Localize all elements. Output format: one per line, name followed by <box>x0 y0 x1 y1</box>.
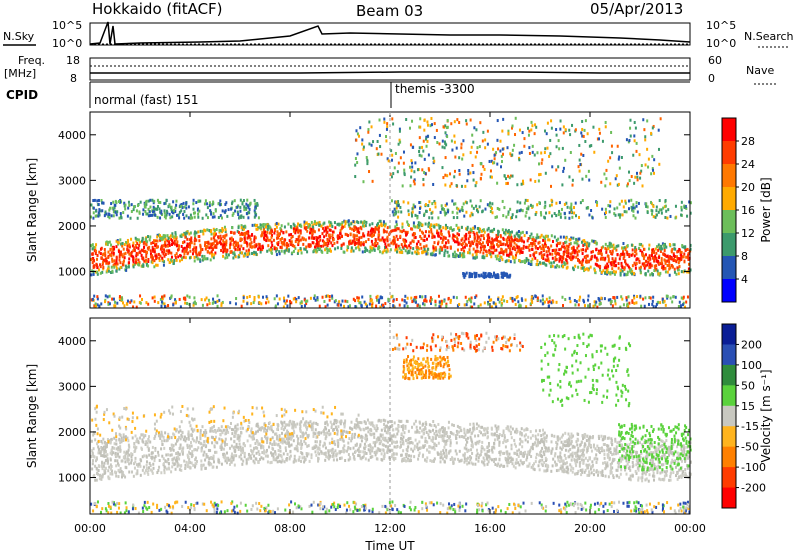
colorbar-segment <box>722 256 736 280</box>
noise-sky-line <box>89 21 691 45</box>
colorbar-segment <box>722 210 736 234</box>
noise-left-tick-bottom: 10^0 <box>52 37 82 50</box>
x-tick-label: 00:00 <box>674 522 706 535</box>
colorbar-tick-label: 8 <box>741 250 748 263</box>
colorbar-segment <box>722 344 736 366</box>
x-axis-label: Time UT <box>364 539 415 553</box>
colorbar-tick-label: -50 <box>741 441 759 454</box>
nave-label: Nave <box>746 64 774 77</box>
colorbar-tick-label: -100 <box>741 461 766 474</box>
x-tick-label: 08:00 <box>274 522 306 535</box>
y-tick-label: 3000 <box>58 174 86 187</box>
colorbar-segment <box>722 467 736 489</box>
colorbar-segment <box>722 233 736 257</box>
colorbar-segment <box>722 385 736 407</box>
colorbar-segment <box>722 279 736 303</box>
y-tick-label: 2000 <box>58 220 86 233</box>
freq-label: Freq. <box>18 54 45 67</box>
x-tick-label: 20:00 <box>574 522 606 535</box>
colorbar-tick-label: 50 <box>741 379 755 392</box>
colorbar-segment <box>722 187 736 211</box>
y-tick-label: 2000 <box>58 426 86 439</box>
freq-tick-bottom: 8 <box>70 72 77 85</box>
colorbar-tick-label: 16 <box>741 204 755 217</box>
colorbar-segment <box>722 487 736 509</box>
colorbar-tick-label: 200 <box>741 338 762 351</box>
colorbar-segment <box>722 446 736 468</box>
power-panel: 1000 2000 3000 4000 Slant Range [km] 28 24 20… <box>25 111 773 309</box>
velocity-ylabel: Slant Range [km] <box>25 364 39 468</box>
nsky-label: N.Sky <box>3 30 35 43</box>
noise-strip: N.Sky 10^5 10^0 10^5 10^0 N.Search <box>3 19 794 50</box>
colorbar-segment <box>722 426 736 448</box>
velocity-colorbar-label: Velocity [m s⁻¹] <box>759 369 773 462</box>
velocity-data-layer <box>90 331 692 515</box>
colorbar-tick-label: 4 <box>741 273 748 286</box>
date-title: 05/Apr/2013 <box>590 0 683 18</box>
x-tick-label: 00:00 <box>74 522 106 535</box>
power-data-layer <box>90 116 692 309</box>
colorbar-segment <box>722 324 736 345</box>
power-axes: 1000 2000 3000 4000 <box>58 112 691 308</box>
colorbar-tick-label: 12 <box>741 227 755 240</box>
y-tick-label: 3000 <box>58 380 86 393</box>
freq-tick-top: 18 <box>66 54 80 67</box>
y-tick-label: 1000 <box>58 472 86 485</box>
colorbar-tick-label: 100 <box>741 359 762 372</box>
power-ylabel: Slant Range [km] <box>25 158 39 262</box>
x-tick-label: 16:00 <box>474 522 506 535</box>
x-tick-label: 12:00 <box>374 522 406 535</box>
power-colorbar: 28 24 20 16 12 8 4 <box>721 117 755 303</box>
colorbar-tick-label: 15 <box>741 400 755 413</box>
cpid-strip: CPID normal (fast) 151 themis -3300 <box>6 81 690 108</box>
freq-strip: Freq. [MHz] 18 8 60 0 Nave <box>4 54 776 85</box>
colorbar-segment <box>722 405 736 427</box>
colorbar-tick-label: 24 <box>741 158 755 171</box>
velocity-axes: 00:00 04:00 08:00 12:00 16:00 20:00 00:00 1000 2… <box>58 318 706 535</box>
cpid-label: CPID <box>6 88 38 102</box>
colorbar-segment <box>722 364 736 386</box>
colorbar-tick-label: 28 <box>741 135 755 148</box>
colorbar-tick-label: -15 <box>741 420 759 433</box>
y-tick-label: 4000 <box>58 335 86 348</box>
noise-left-tick-top: 10^5 <box>52 19 82 32</box>
freq-unit-label: [MHz] <box>4 67 36 80</box>
colorbar-tick-label: -200 <box>741 482 766 495</box>
nave-tick-top: 60 <box>708 54 722 67</box>
x-tick-label: 04:00 <box>174 522 206 535</box>
velocity-panel: 00:00 04:00 08:00 12:00 16:00 20:00 00:00 1000 2… <box>25 317 773 553</box>
velocity-colorbar: 200 100 50 15 -15 -50 -100 -200 <box>721 323 766 509</box>
y-tick-label: 1000 <box>58 266 86 279</box>
station-title: Hokkaido (fitACF) <box>92 0 223 18</box>
beam-title: Beam 03 <box>356 2 423 20</box>
nsearch-label: N.Search <box>744 30 794 43</box>
colorbar-tick-label: 20 <box>741 181 755 194</box>
cpid-program-1: normal (fast) 151 <box>94 93 198 107</box>
y-tick-label: 4000 <box>58 129 86 142</box>
colorbar-segment <box>722 141 736 165</box>
power-colorbar-label: Power [dB] <box>759 177 773 242</box>
cpid-program-2: themis -3300 <box>395 82 475 96</box>
colorbar-segment <box>722 164 736 188</box>
noise-right-tick-top: 10^5 <box>706 19 736 32</box>
nave-tick-bottom: 0 <box>708 72 715 85</box>
colorbar-segment <box>722 118 736 142</box>
noise-right-tick-bottom: 10^0 <box>706 37 736 50</box>
freq-line <box>90 71 690 74</box>
